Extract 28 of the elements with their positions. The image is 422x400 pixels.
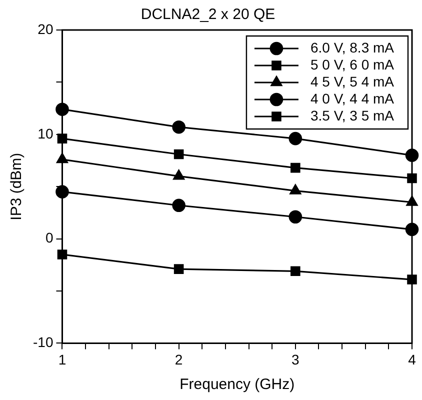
legend-label: 3.5 V, 3 5 mA [310,107,395,124]
point [174,149,184,160]
legend-label: 4 5 V, 5 4 mA [310,73,395,90]
y-tick-label: 0 [45,230,54,246]
y-tick-label: 10 [38,125,54,142]
x-tick-label: 1 [58,351,66,368]
y-tick-label: -10 [33,334,54,350]
point [288,132,302,146]
legend-label: 4 0 V, 4 4 mA [310,90,395,106]
point [56,185,69,198]
x-tick-label: 4 [408,351,416,368]
legend-label: 6.0 V, 8.3 mA [310,39,395,56]
point [172,170,185,180]
point [172,198,186,212]
x-tick-label: 3 [292,351,300,368]
x-axis-title: Frequency (GHz) [180,376,295,394]
point [407,274,417,284]
y-tick-label: 20 [38,20,54,37]
point [174,264,184,274]
point [172,120,186,134]
x-tick-label: 2 [174,351,183,368]
legend-label: 5 0 V, 6 0 mA [310,56,395,72]
point [290,162,300,173]
point [290,266,300,276]
point [288,210,302,224]
chart-title: DCLNA2_2 x 20 QE [140,6,276,24]
y-axis-title: IP3 (dBm) [8,152,26,220]
point [290,184,302,194]
